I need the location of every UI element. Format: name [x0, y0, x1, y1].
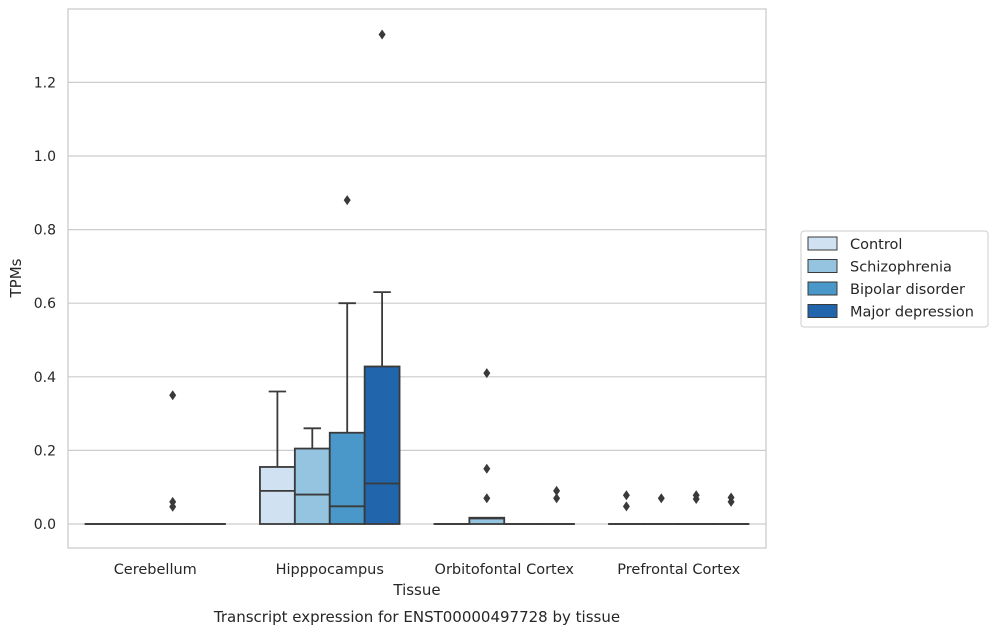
- box: [363, 29, 401, 525]
- box: [712, 492, 750, 525]
- outlier-point: [483, 368, 491, 379]
- legend-frame: [800, 230, 989, 328]
- y-tick-label: 0.4: [34, 370, 56, 386]
- y-tick-label: 0.0: [34, 517, 56, 533]
- x-tick-label: Orbitofontal Cortex: [435, 562, 575, 578]
- legend-label: Schizophrenia: [850, 260, 952, 276]
- x-tick-label: Hipppocampus: [276, 562, 384, 578]
- legend-swatch: [807, 259, 838, 273]
- x-axis-label: Tissue: [392, 581, 440, 599]
- box: [608, 490, 645, 525]
- box: [293, 427, 331, 525]
- chart-caption: Transcript expression for ENST0000049772…: [213, 608, 620, 626]
- box: [328, 195, 366, 525]
- outlier-point: [622, 490, 630, 501]
- legend-swatch: [807, 281, 838, 296]
- box: [538, 485, 575, 525]
- legend: Control Schizophrenia Bipolar disorder Majo…: [800, 230, 989, 328]
- x-tick-label: Prefrontal Cortex: [617, 562, 740, 578]
- plot-area: [67, 8, 767, 549]
- outlier-point: [692, 493, 700, 504]
- box: [677, 490, 715, 525]
- outlier-point: [169, 390, 177, 401]
- outlier-point: [553, 485, 561, 496]
- box: [468, 368, 506, 525]
- outlier-point: [553, 493, 561, 504]
- x-tick-labels: Cerebellum Hipppocampus Orbitofontal Corte…: [114, 562, 741, 578]
- box-body: [363, 365, 401, 525]
- y-tick-label: 0.6: [34, 296, 56, 312]
- y-axis-label: TPMs: [7, 258, 25, 298]
- outlier-point: [483, 463, 491, 474]
- outlier-point: [378, 29, 386, 40]
- gridlines: [68, 81, 766, 525]
- y-tick-label: 1.2: [34, 75, 56, 91]
- legend-label: Control: [850, 237, 902, 253]
- y-tick-label: 0.8: [34, 223, 56, 239]
- legend-label: Bipolar disorder: [850, 282, 965, 298]
- outlier-point: [727, 496, 735, 507]
- box: [259, 390, 296, 525]
- outlier-point: [622, 501, 630, 512]
- legend-label: Major depression: [850, 305, 974, 321]
- box-body: [328, 431, 366, 525]
- boxes: [84, 29, 750, 525]
- y-tick-label: 0.2: [34, 443, 56, 459]
- outlier-point: [657, 493, 665, 504]
- x-tick-label: Cerebellum: [114, 562, 197, 578]
- y-tick-label: 1.0: [34, 149, 56, 165]
- legend-swatch: [807, 304, 838, 318]
- legend-swatch: [807, 236, 838, 251]
- outlier-point: [169, 501, 177, 512]
- box-body: [259, 466, 296, 525]
- box-body: [293, 447, 331, 525]
- outlier-point: [483, 493, 491, 504]
- y-tick-labels: 0.0 0.2 0.4 0.6 0.8 1.0 1.2: [34, 75, 56, 533]
- outlier-point: [343, 195, 351, 206]
